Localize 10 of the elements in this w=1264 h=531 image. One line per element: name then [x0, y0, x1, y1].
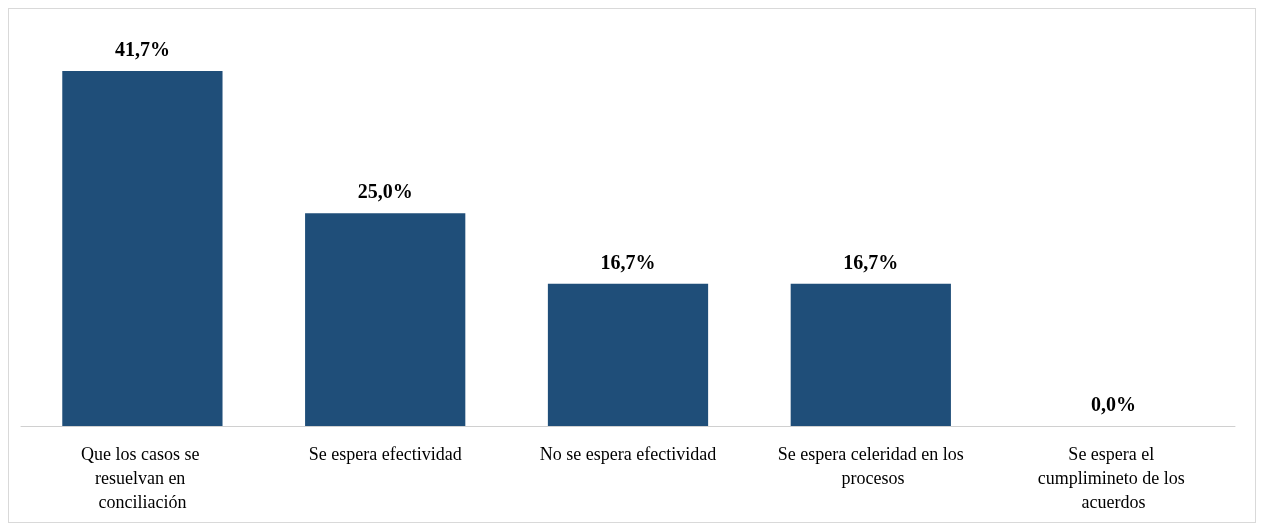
data-label: 41,7% [114, 38, 170, 60]
x-tick-label: Se espera celeridad en los procesos [777, 444, 964, 488]
x-tick-label: Que los casos se resuelvan en conciliación [80, 444, 204, 512]
x-tick-label: No se espera efectividad [539, 444, 717, 464]
data-label: 16,7% [843, 250, 899, 273]
data-label: 16,7% [600, 250, 656, 273]
x-tick-label: Se espera el cumplimineto de los acuerdos [1037, 444, 1190, 512]
x-tick-label: Se espera efectividad [308, 444, 462, 464]
data-label: 25,0% [357, 180, 413, 203]
data-label: 0,0% [1091, 393, 1137, 415]
